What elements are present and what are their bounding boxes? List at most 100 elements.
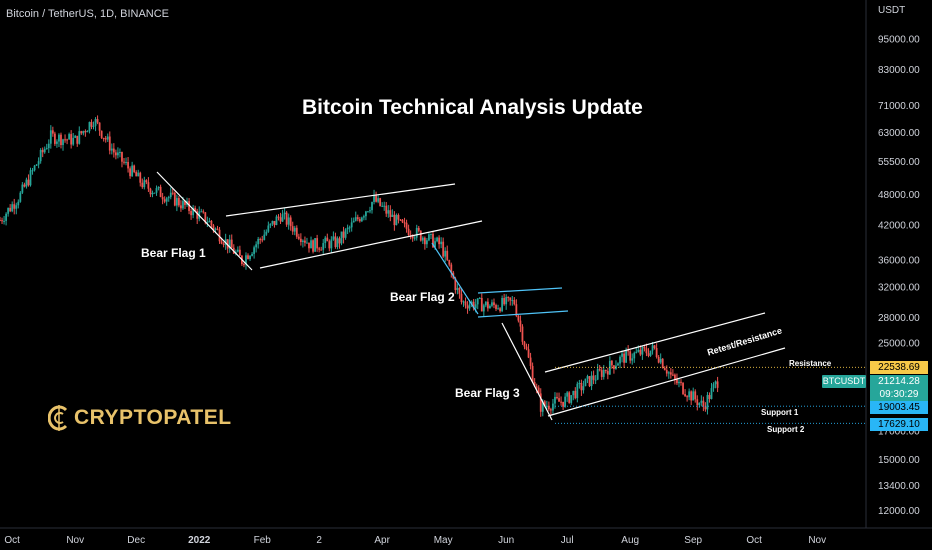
candle: [82, 130, 85, 136]
candle-body: [503, 298, 506, 305]
candle: [472, 298, 475, 311]
candle: [198, 206, 201, 222]
candle: [161, 192, 164, 205]
candle-body: [358, 219, 361, 222]
candle: [78, 126, 81, 145]
candle: [484, 301, 487, 308]
candle-body: [66, 139, 68, 141]
candle-body: [582, 386, 585, 391]
candle-body: [497, 308, 499, 310]
candle: [332, 231, 335, 241]
candle: [123, 158, 125, 165]
candle-body: [537, 387, 540, 394]
candle: [312, 239, 314, 254]
candle: [430, 233, 432, 240]
candle-body: [314, 238, 316, 252]
candle-body: [92, 125, 95, 127]
bear-flag-1-label: Bear Flag 1: [141, 246, 206, 260]
candle: [438, 235, 440, 249]
candle-body: [698, 402, 701, 406]
candle: [157, 186, 160, 191]
candle-body: [531, 365, 534, 382]
candle-body: [606, 371, 609, 375]
candle-body: [200, 211, 203, 213]
candle: [369, 206, 371, 214]
candle-body: [602, 369, 605, 377]
candle: [259, 237, 262, 244]
price-tick: 28000.00: [878, 313, 920, 324]
candle-body: [440, 241, 443, 245]
candle-body: [491, 302, 493, 306]
candle: [322, 239, 325, 254]
candle: [527, 343, 530, 359]
candle: [619, 355, 621, 369]
candle-body: [651, 345, 654, 351]
candle-body: [627, 350, 630, 352]
candle-body: [574, 390, 577, 399]
candle: [279, 212, 282, 224]
candle-body: [206, 222, 209, 224]
time-tick: Feb: [254, 535, 272, 546]
candle: [385, 202, 388, 217]
candle-body: [326, 237, 329, 242]
candle: [1, 217, 3, 224]
candle: [592, 370, 595, 385]
candle-body: [482, 305, 485, 312]
candle: [169, 187, 172, 200]
candle-body: [295, 227, 298, 237]
candle: [173, 191, 176, 207]
candle-body: [369, 210, 371, 212]
candle-body: [383, 205, 386, 207]
candle: [482, 303, 485, 317]
candle-body: [513, 300, 516, 305]
candle-body: [637, 349, 640, 352]
candle-body: [517, 315, 520, 321]
candle-body: [415, 227, 418, 238]
candle-body: [159, 186, 162, 198]
candle: [96, 115, 99, 125]
candle: [135, 170, 138, 177]
candle-body: [515, 304, 518, 316]
candle-body: [643, 346, 646, 349]
candle-body: [236, 249, 239, 252]
candle: [381, 202, 384, 208]
candle: [421, 236, 424, 244]
candle: [117, 147, 119, 159]
candle-body: [499, 308, 501, 312]
candle: [243, 262, 245, 268]
candle-body: [102, 137, 105, 139]
candle-body: [210, 220, 213, 226]
candle: [208, 217, 211, 223]
candle: [647, 348, 650, 358]
candle-body: [387, 210, 390, 214]
candle-body: [669, 372, 672, 375]
candle-body: [525, 346, 528, 350]
time-tick: Jul: [561, 535, 574, 546]
candle: [19, 191, 22, 203]
logo-coin-icon: [48, 405, 68, 431]
candle: [649, 350, 652, 357]
candle: [509, 297, 512, 306]
time-tick: Aug: [621, 535, 639, 546]
candle: [143, 176, 146, 190]
candle: [285, 210, 288, 227]
symbol-header: Bitcoin / TetherUS, 1D, BINANCE: [6, 8, 170, 20]
candle-body: [94, 119, 97, 126]
candle-body: [391, 214, 394, 217]
candle-body: [428, 234, 430, 241]
candle-body: [495, 305, 497, 309]
price-tick: 17000.00: [878, 427, 920, 438]
candle: [291, 221, 294, 235]
candle-body: [121, 152, 123, 162]
candle: [446, 245, 449, 261]
candle: [517, 314, 520, 323]
candle: [413, 235, 416, 241]
candle-body: [7, 207, 10, 214]
candle-body: [220, 241, 223, 244]
candle: [688, 388, 691, 401]
candle-body: [434, 241, 436, 248]
candle-body: [600, 370, 603, 377]
candle-body: [253, 247, 256, 254]
resistance-label: Resistance: [789, 359, 832, 368]
